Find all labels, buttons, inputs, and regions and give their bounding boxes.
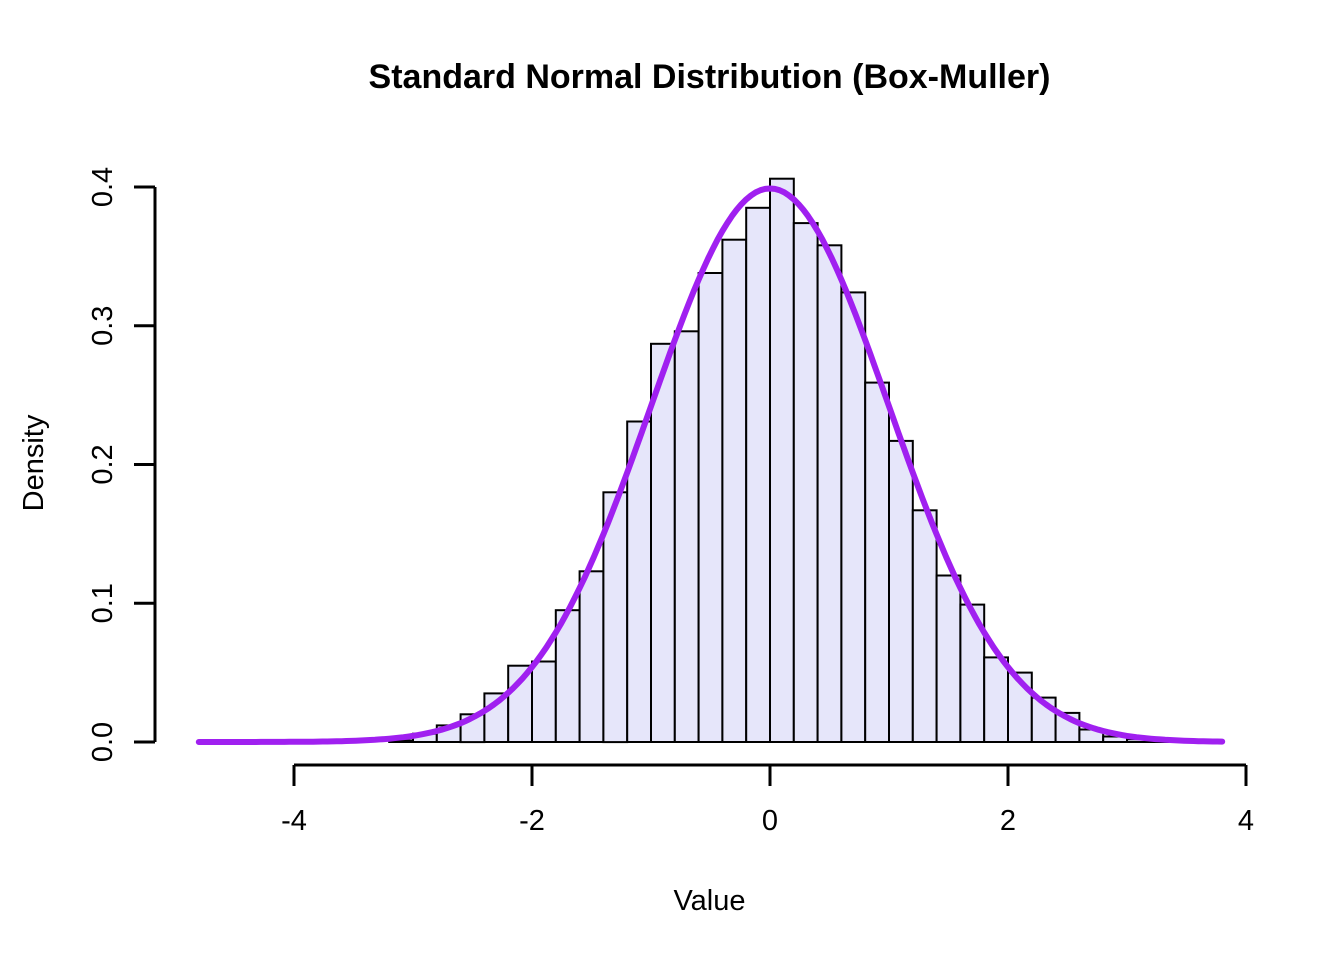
- histogram-bar: [840, 291, 867, 743]
- histogram-bar: [721, 238, 748, 743]
- histogram-bar: [745, 206, 772, 744]
- x-tick-label: -4: [281, 805, 307, 837]
- y-tick-label: 0.2: [87, 444, 119, 484]
- y-tick-label: 0.0: [87, 722, 119, 762]
- histogram-bar: [935, 574, 962, 743]
- histogram-bar: [792, 222, 819, 744]
- y-tick-label: 0.4: [87, 167, 119, 207]
- histogram-bar: [983, 656, 1010, 744]
- density-curve: [195, 185, 1226, 745]
- x-tick-label: 2: [1000, 805, 1016, 837]
- histogram-bar: [578, 570, 605, 743]
- histogram-bar: [864, 381, 891, 743]
- chart-title: Standard Normal Distribution (Box-Muller…: [368, 58, 1051, 96]
- x-tick-label: -2: [519, 805, 545, 837]
- x-tick-label: 0: [762, 805, 778, 837]
- y-tick-label: 0.3: [87, 306, 119, 346]
- x-tick-label: 4: [1238, 805, 1254, 837]
- histogram-bar: [697, 272, 724, 743]
- y-tick-label: 0.1: [87, 583, 119, 623]
- histogram-bar: [769, 177, 795, 743]
- x-axis-label: Value: [673, 885, 746, 917]
- histogram-bar: [816, 244, 843, 744]
- histogram-bar: [673, 330, 700, 743]
- histogram-bar: [888, 439, 914, 743]
- histogram-bar: [531, 660, 557, 743]
- histogram-bar: [911, 509, 938, 743]
